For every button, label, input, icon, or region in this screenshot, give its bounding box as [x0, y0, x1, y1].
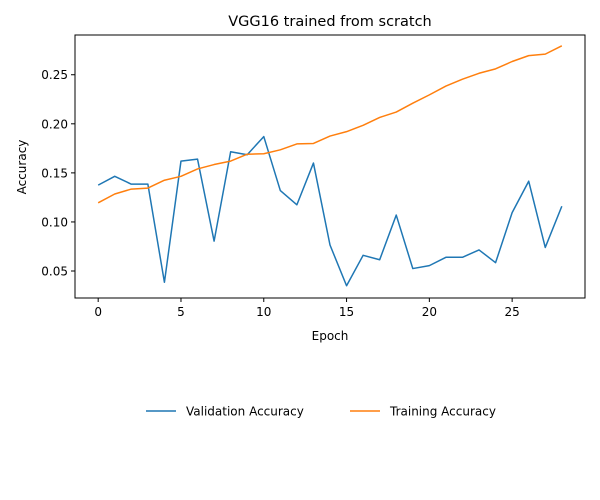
y-tick-label: 0.15	[41, 166, 68, 180]
legend-label-validation: Validation Accuracy	[186, 405, 304, 419]
x-axis-label: Epoch	[312, 329, 349, 343]
y-tick-label: 0.10	[41, 215, 68, 229]
x-tick-label: 10	[256, 305, 271, 319]
x-tick-label: 0	[94, 305, 102, 319]
y-tick-label: 0.20	[41, 117, 68, 131]
legend: Validation Accuracy Training Accuracy	[146, 405, 496, 419]
plot-area	[97, 45, 563, 287]
legend-label-training: Training Accuracy	[389, 405, 496, 419]
y-tick-label: 0.05	[41, 265, 68, 279]
x-tick-label: 20	[422, 305, 437, 319]
x-tick-label: 5	[177, 305, 185, 319]
x-tick-label: 15	[339, 305, 354, 319]
y-axis-label: Accuracy	[15, 140, 29, 195]
chart-title: VGG16 trained from scratch	[228, 14, 432, 30]
y-tick-label: 0.25	[41, 68, 68, 82]
axes-frame	[74, 34, 586, 299]
x-tick-label: 25	[505, 305, 520, 319]
training-accuracy-line	[97, 45, 563, 204]
validation-accuracy-line	[97, 135, 563, 287]
axis-ticks: 0 5 10 15 20 25 0.05 0.10 0.15 0.20 0.25	[41, 68, 520, 319]
